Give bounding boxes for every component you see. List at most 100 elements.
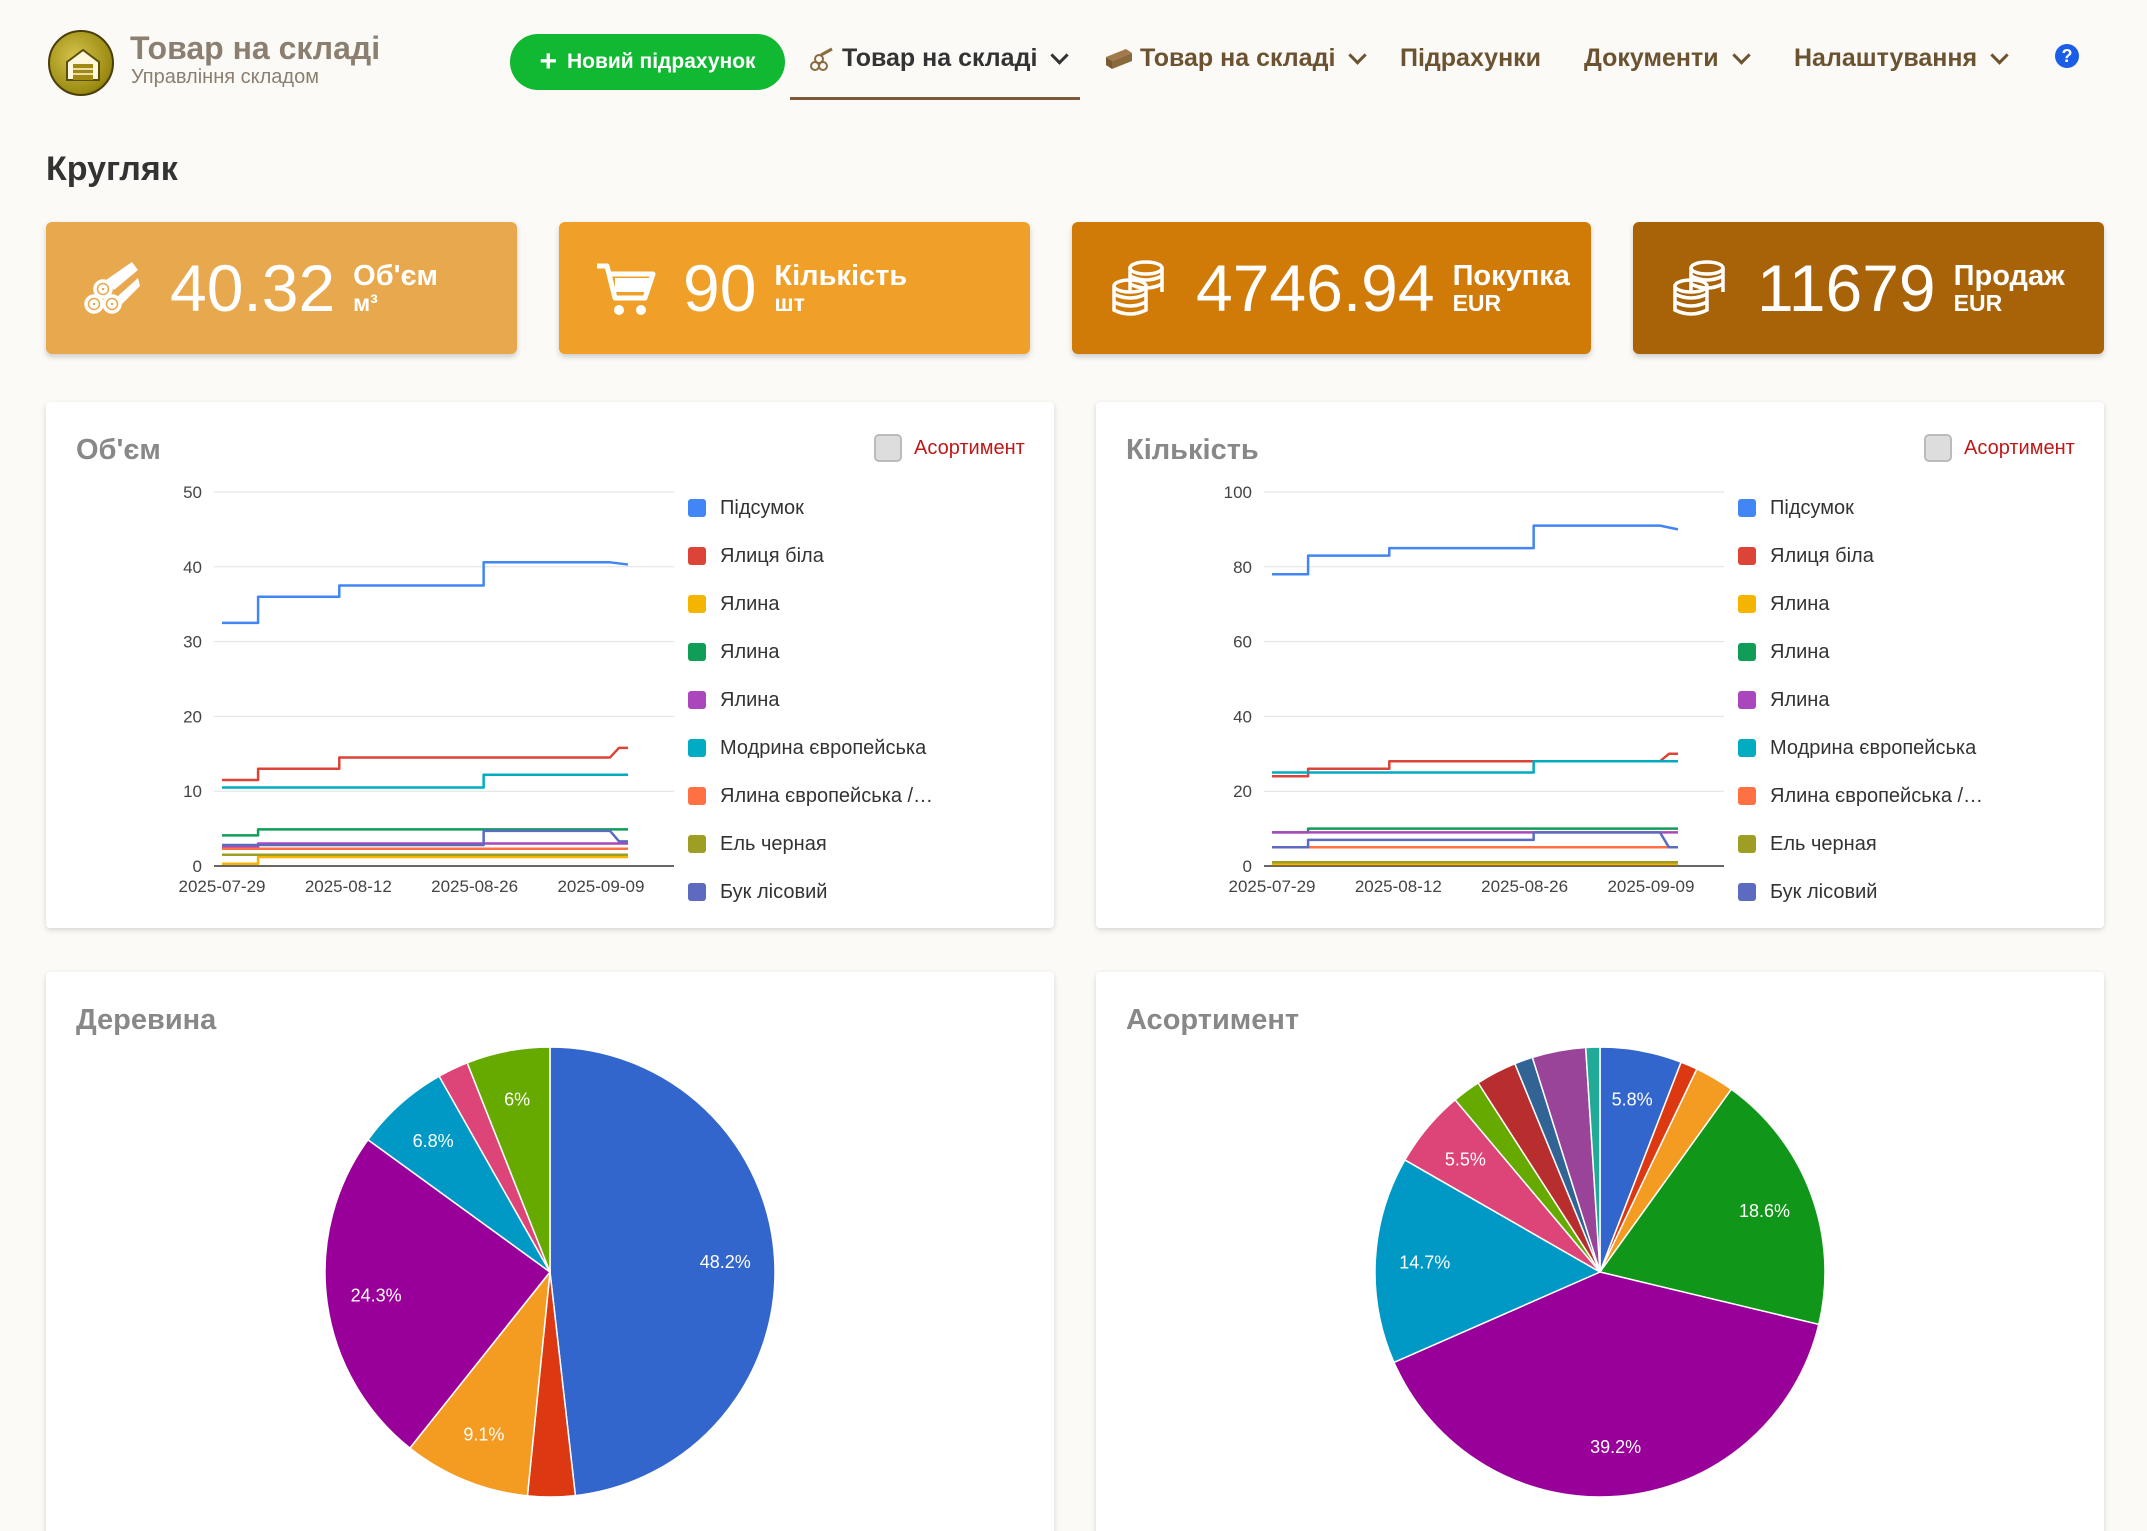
legend-item[interactable]: Підсумок (688, 484, 933, 532)
nav-settings[interactable]: Налаштування (1794, 44, 2009, 73)
nav-counts[interactable]: Підрахунки (1400, 44, 1541, 73)
legend-label: Ялина (1770, 688, 1830, 711)
stat-volume-label: Об'єм (353, 259, 439, 292)
legend-swatch (1738, 739, 1756, 757)
legend-swatch (688, 691, 706, 709)
legend-label: Ялиця біла (1770, 544, 1874, 567)
series-line-бук-лісовий-8[interactable] (1272, 831, 1678, 849)
series-line-бук-лісовий-8[interactable] (222, 829, 628, 847)
y-tick-label: 30 (183, 633, 202, 652)
assortment-pie-chart: 5.8% 18.6% 39.2% 14.7% 5.5% (1374, 1046, 1826, 1498)
legend-item[interactable]: Ель черная (688, 820, 933, 868)
page-title: Кругляк (46, 150, 178, 188)
nav-documents[interactable]: Документи (1584, 44, 1751, 73)
nav-counts-label: Підрахунки (1400, 44, 1542, 72)
series-line-ялина-3[interactable] (222, 828, 628, 837)
legend-label: Підсумок (720, 496, 804, 519)
chevron-down-icon (1731, 46, 1751, 65)
x-tick-label: 2025-07-29 (1229, 877, 1316, 896)
nav-stock-planks[interactable]: Товар на складі (1104, 44, 1368, 73)
legend-swatch (1738, 883, 1756, 901)
pie-slice-3[interactable] (324, 1138, 552, 1450)
quantity-line-chart: 0 20 40 60 80 100 2025-07-29 2025-08-12 2025-08-… (1224, 483, 1724, 896)
wood-pie-title: Деревина (76, 1004, 217, 1036)
pie-slice-0[interactable] (549, 1046, 776, 1497)
assortment-toggle[interactable]: Асортимент (874, 434, 1025, 462)
legend-item[interactable]: Ялина (1738, 628, 1983, 676)
series-line-ялиця-біла-1[interactable] (1272, 752, 1678, 778)
legend-item[interactable]: Ялина європейська /… (1738, 772, 1983, 820)
warehouse-logo-icon[interactable] (48, 30, 114, 96)
x-tick-label: 2025-08-26 (431, 877, 518, 896)
series-line-підсумок-0[interactable] (222, 561, 629, 625)
legend-item[interactable]: Ялина (688, 580, 933, 628)
help-icon[interactable]: ? (2055, 44, 2079, 68)
legend-item[interactable]: Ялиця біла (1738, 532, 1983, 580)
series-line-модрина-європейська-5[interactable] (222, 773, 628, 789)
pie-slice-2[interactable] (408, 1269, 552, 1497)
legend-item[interactable]: Ель черная (1738, 820, 1983, 868)
pie-slice-label: 6% (504, 1090, 530, 1110)
legend-item[interactable]: Ялина (688, 676, 933, 724)
stat-sale-value: 11679 (1757, 251, 1936, 325)
pie-slice-label: 39.2% (1590, 1437, 1641, 1457)
series-line-підсумок-0[interactable] (1272, 524, 1679, 576)
legend-item[interactable]: Ялина європейська /… (688, 772, 933, 820)
legend-item[interactable]: Підсумок (1738, 484, 1983, 532)
legend-label: Ель черная (720, 832, 827, 855)
y-tick-label: 0 (193, 857, 202, 876)
assortment-toggle[interactable]: Асортимент (1924, 434, 2075, 462)
legend-item[interactable]: Бук лісовий (1738, 868, 1983, 916)
nav-stock-logs[interactable]: Товар на складі (808, 44, 1070, 73)
legend-swatch (688, 643, 706, 661)
legend-item[interactable]: Ялина (1738, 676, 1983, 724)
pie-slice-3[interactable] (1598, 1088, 1826, 1326)
stat-card-purchase: 4746.94 Покупка EUR (1072, 222, 1591, 354)
legend-item[interactable]: Ялиця біла (688, 532, 933, 580)
pie-slice-4[interactable] (1392, 1271, 1820, 1498)
assortment-toggle-label: Асортимент (1964, 436, 2075, 459)
pie-slice-label: 9.1% (463, 1425, 504, 1445)
pie-slice-6[interactable] (466, 1046, 551, 1273)
legend-item[interactable]: Бук лісовий (688, 868, 933, 916)
series-line-ялиця-біла-1[interactable] (222, 746, 628, 782)
y-tick-label: 40 (183, 558, 202, 577)
legend-swatch (1738, 691, 1756, 709)
legend-label: Модрина європейська (1770, 736, 1977, 759)
legend-item[interactable]: Ялина (1738, 580, 1983, 628)
pie-slice-label: 24.3% (351, 1286, 402, 1306)
pie-slice-label: 48.2% (700, 1252, 751, 1272)
legend-swatch (688, 787, 706, 805)
quantity-chart-legend: Підсумок Ялиця біла Ялина Ялина Ялина Модрина… (1738, 484, 1983, 916)
chevron-down-icon (1050, 46, 1070, 65)
pie-slice-5[interactable] (1374, 1158, 1602, 1364)
assortment-pie-title: Асортимент (1126, 1004, 1300, 1036)
logs-icon (84, 262, 140, 314)
legend-item[interactable]: Модрина європейська (1738, 724, 1983, 772)
legend-label: Ялина європейська /… (1770, 784, 1984, 807)
pie-slice-11[interactable] (1584, 1046, 1601, 1273)
legend-item[interactable]: Ялина (688, 628, 933, 676)
x-tick-label: 2025-09-09 (1607, 877, 1694, 896)
assortment-toggle-label: Асортимент (914, 436, 1025, 459)
x-tick-label: 2025-09-09 (557, 877, 644, 896)
legend-item[interactable]: Модрина європейська (688, 724, 933, 772)
series-line-модрина-європейська-5[interactable] (1272, 760, 1678, 774)
pie-slice-label: 6.8% (413, 1131, 454, 1151)
legend-swatch (1738, 595, 1756, 613)
legend-label: Ялина (1770, 640, 1830, 663)
stat-card-sale: 11679 Продаж EUR (1633, 222, 2104, 354)
legend-swatch (1738, 643, 1756, 661)
series-line-ялина-2[interactable] (222, 855, 628, 866)
legend-label: Модрина європейська (720, 736, 927, 759)
plus-icon: + (539, 45, 557, 78)
assortment-checkbox[interactable] (1924, 434, 1952, 462)
stat-volume-value: 40.32 (170, 251, 336, 325)
legend-swatch (688, 883, 706, 901)
pie-slice-label: 18.6% (1739, 1201, 1790, 1221)
stat-purchase-value: 4746.94 (1196, 251, 1435, 325)
assortment-checkbox[interactable] (874, 434, 902, 462)
new-count-button[interactable]: + Новий підрахунок (510, 34, 785, 90)
brand-title[interactable]: Товар на складі (130, 30, 381, 66)
coins-icon (1112, 260, 1164, 316)
